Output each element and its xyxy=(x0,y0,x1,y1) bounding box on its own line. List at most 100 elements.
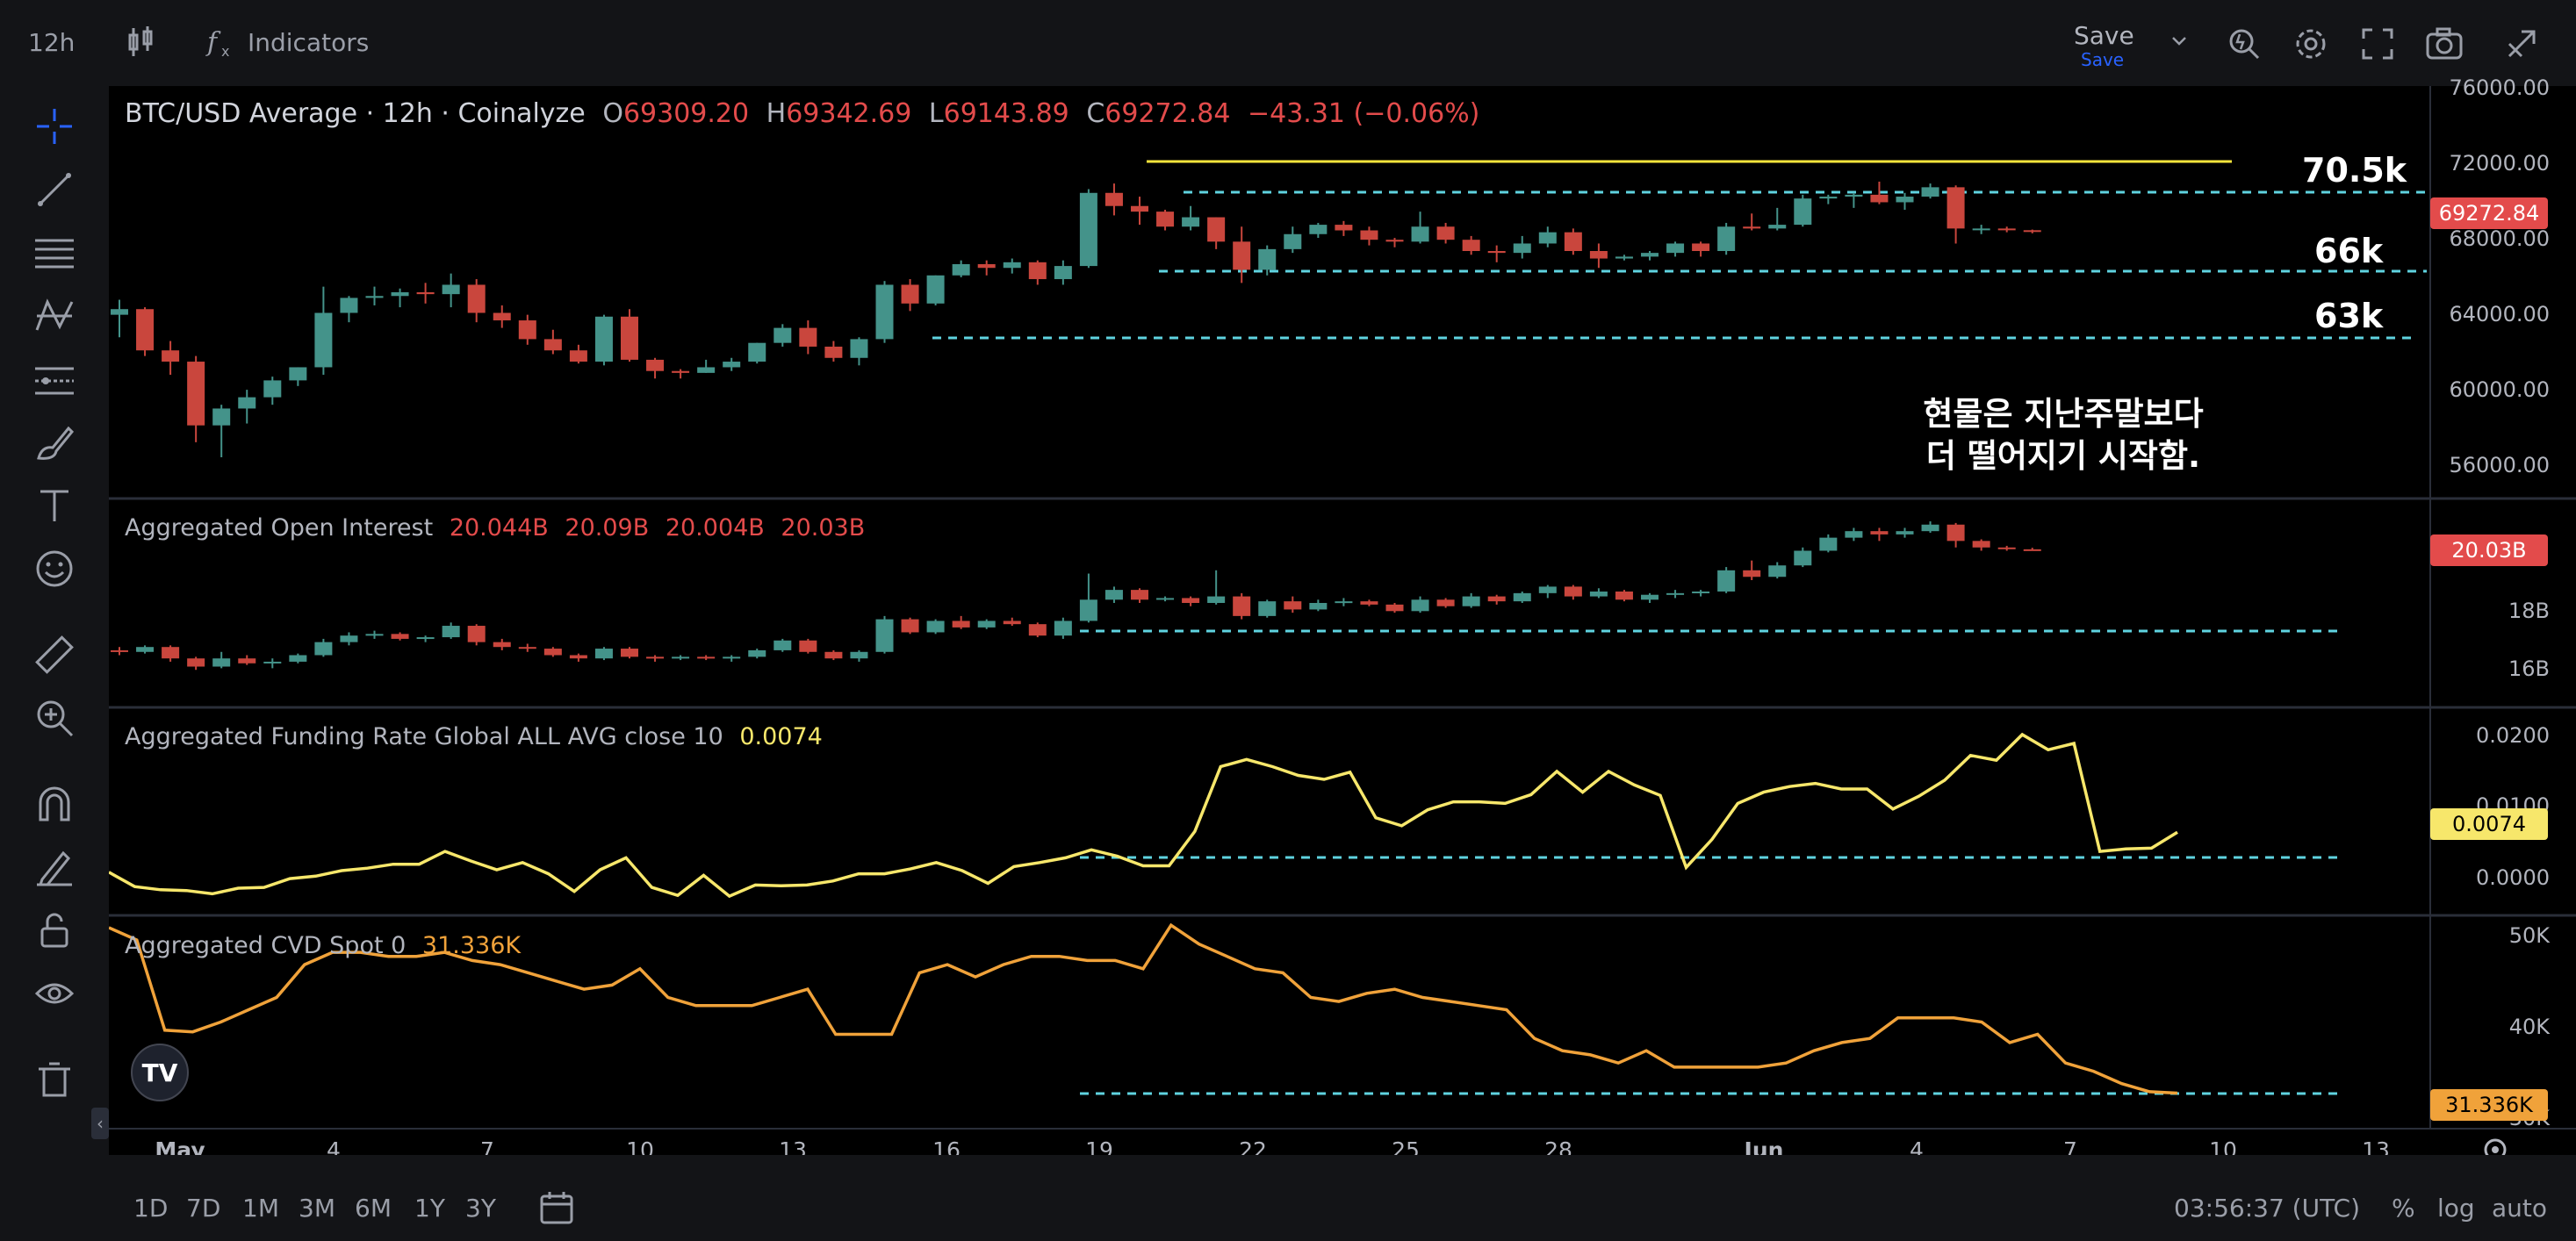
utc-clock[interactable]: 03:56:37 (UTC) xyxy=(2174,1194,2361,1223)
funding-axis-label: 0.0200 xyxy=(2476,723,2550,748)
eye-icon[interactable] xyxy=(33,972,76,1015)
quick-search-icon[interactable] xyxy=(2227,26,2262,68)
crosshair-icon[interactable] xyxy=(33,105,76,147)
chart-canvas[interactable]: TV xyxy=(109,86,2576,1155)
candle-body xyxy=(875,284,894,340)
log-scale-toggle[interactable]: log xyxy=(2437,1194,2475,1223)
range-1y[interactable]: 1Y xyxy=(414,1194,445,1223)
open-interest-candles xyxy=(111,521,2041,671)
candle-body xyxy=(1921,524,1939,532)
candle-body xyxy=(1360,230,1378,240)
interval-selector[interactable]: 12h xyxy=(28,28,76,57)
candle-body xyxy=(799,640,817,652)
candle-body xyxy=(1717,570,1736,592)
candle-body xyxy=(518,647,536,649)
candle-body xyxy=(594,649,613,659)
candle-body xyxy=(162,647,180,659)
candle-body xyxy=(289,655,307,662)
candle-body xyxy=(391,634,409,639)
auto-scale-toggle[interactable]: auto xyxy=(2492,1194,2548,1223)
horizontal-lines-icon[interactable] xyxy=(33,232,76,274)
trend-line-icon[interactable] xyxy=(33,169,76,211)
oi-axis-label: 16B xyxy=(2508,656,2550,681)
candle-body xyxy=(1156,212,1175,227)
candle-type-icon[interactable] xyxy=(123,25,158,66)
funding-title[interactable]: Aggregated Funding Rate Global ALL AVG c… xyxy=(125,723,723,750)
fullscreen-icon[interactable] xyxy=(2362,28,2393,66)
candle-body xyxy=(926,620,945,633)
annotation-text[interactable]: 현물은 지난주말보다 더 떨어지기 시작함. xyxy=(1879,393,2248,477)
oi-title[interactable]: Aggregated Open Interest xyxy=(125,514,434,542)
range-7d[interactable]: 7D xyxy=(186,1194,221,1223)
funding-axis-label: 0.0000 xyxy=(2476,865,2550,890)
candle-body xyxy=(1589,591,1608,597)
text-tool-icon[interactable] xyxy=(33,484,76,527)
open-value: 69309.20 xyxy=(622,98,750,129)
symbol-title[interactable]: BTC/USD Average · 12h · Coinalyze xyxy=(125,98,586,129)
ruler-icon[interactable] xyxy=(33,634,76,676)
range-1d[interactable]: 1D xyxy=(133,1194,169,1223)
oi-pane-legend: Aggregated Open Interest 20.044B 20.09B … xyxy=(125,514,874,542)
annotation-line-2: 더 떨어지기 시작함. xyxy=(1925,437,2201,475)
tradingview-logo[interactable]: TV xyxy=(131,1044,189,1101)
svg-text:TV: TV xyxy=(142,1058,178,1087)
pattern-tool-icon[interactable] xyxy=(33,295,76,337)
candle-body xyxy=(1538,232,1557,244)
save-sublabel: Save xyxy=(2081,49,2125,70)
candle-body xyxy=(1411,226,1429,242)
candle-body xyxy=(1692,591,1710,593)
forecast-tool-icon[interactable] xyxy=(33,358,76,400)
candle-body xyxy=(289,367,307,381)
axis-settings-icon[interactable] xyxy=(2484,1138,2507,1155)
price-pane-legend: BTC/USD Average · 12h · Coinalyze O69309… xyxy=(125,98,1488,129)
range-3m[interactable]: 3M xyxy=(299,1194,335,1223)
publish-icon[interactable] xyxy=(2504,26,2539,68)
candle-body xyxy=(1233,241,1251,270)
candle-body xyxy=(1768,565,1787,577)
stay-drawing-icon[interactable] xyxy=(33,846,76,888)
candle-body xyxy=(1411,599,1429,612)
candle-body xyxy=(1641,594,1659,600)
candle-body xyxy=(340,635,358,642)
zoom-in-icon[interactable] xyxy=(33,697,76,739)
range-3y[interactable]: 3Y xyxy=(465,1194,496,1223)
candle-body xyxy=(1054,266,1072,280)
candle-body xyxy=(1819,197,1838,199)
camera-icon[interactable] xyxy=(2425,26,2464,68)
candle-body xyxy=(1845,531,1863,538)
candle-body xyxy=(1666,592,1685,595)
cvd-current-tag: 31.336K xyxy=(2430,1089,2548,1121)
save-button[interactable]: Save xyxy=(2074,21,2134,50)
funding-current-tag: 0.0074 xyxy=(2430,808,2548,840)
high-value: 69342.69 xyxy=(786,98,912,129)
price-axis-label: 56000.00 xyxy=(2449,453,2550,477)
candle-body xyxy=(1003,262,1021,269)
emoji-icon[interactable] xyxy=(33,548,76,590)
gear-icon[interactable] xyxy=(2293,26,2328,68)
range-1m[interactable]: 1M xyxy=(242,1194,279,1223)
candle-body xyxy=(1513,243,1531,254)
range-6m[interactable]: 6M xyxy=(355,1194,392,1223)
lock-icon[interactable] xyxy=(33,909,76,951)
candle-body xyxy=(672,656,690,659)
calendar-icon[interactable] xyxy=(539,1190,574,1231)
trash-icon[interactable] xyxy=(33,1058,76,1101)
candle-body xyxy=(594,316,613,362)
cvd-axis-label: 40K xyxy=(2508,1015,2550,1039)
candle-body xyxy=(1513,592,1531,602)
candle-body xyxy=(442,284,460,295)
candle-body xyxy=(136,647,155,652)
candle-body xyxy=(1896,197,1914,203)
brush-icon[interactable] xyxy=(33,421,76,463)
candle-body xyxy=(1258,601,1277,616)
collapse-toolbar-button[interactable]: ‹ xyxy=(91,1108,109,1139)
candle-body xyxy=(1615,591,1633,600)
magnet-icon[interactable] xyxy=(33,783,76,825)
save-dropdown-chevron-icon[interactable] xyxy=(2169,28,2190,57)
indicators-button[interactable]: Indicators xyxy=(248,28,370,57)
cvd-title[interactable]: Aggregated CVD Spot 0 xyxy=(125,932,407,959)
percent-scale-toggle[interactable]: % xyxy=(2392,1194,2415,1223)
candle-body xyxy=(136,309,155,351)
candle-body xyxy=(621,316,638,360)
